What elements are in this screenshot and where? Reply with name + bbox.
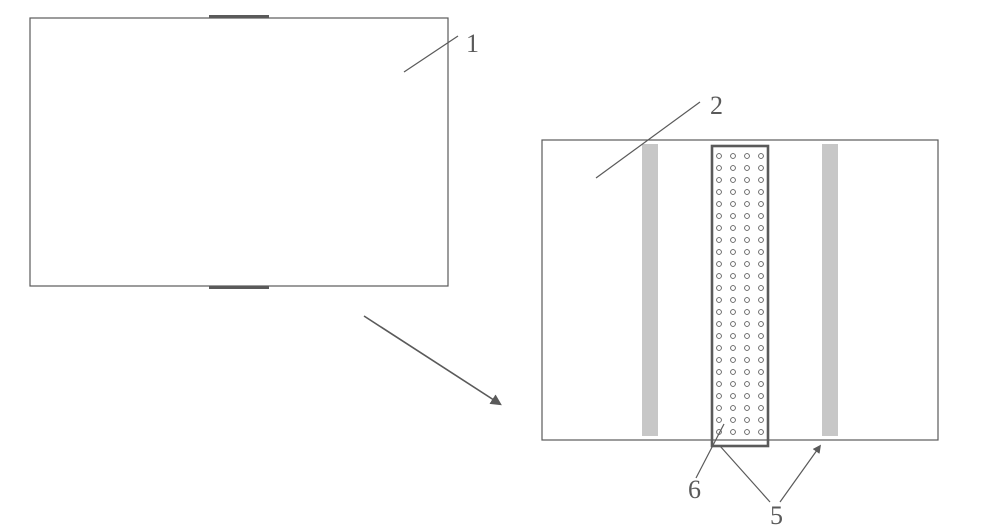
label-5: 5 xyxy=(770,501,783,530)
leader-line xyxy=(696,424,724,478)
left-panel-top-tab xyxy=(209,15,269,18)
left-panel-bottom-tab xyxy=(209,286,269,289)
right-panel xyxy=(542,140,938,440)
label-1: 1 xyxy=(466,29,479,58)
label-6: 6 xyxy=(688,475,701,504)
transition-arrow xyxy=(364,316,500,404)
leader-line xyxy=(780,446,820,502)
label-2: 2 xyxy=(710,91,723,120)
leader-line xyxy=(404,36,458,72)
left-panel xyxy=(30,18,448,286)
diagram-canvas: 1 2 6 5 xyxy=(0,0,1000,531)
vertical-bar-left xyxy=(642,144,658,436)
vertical-bar-right xyxy=(822,144,838,436)
leader-line xyxy=(720,446,770,502)
perforation-holes xyxy=(717,154,764,435)
perforated-box xyxy=(712,146,768,446)
